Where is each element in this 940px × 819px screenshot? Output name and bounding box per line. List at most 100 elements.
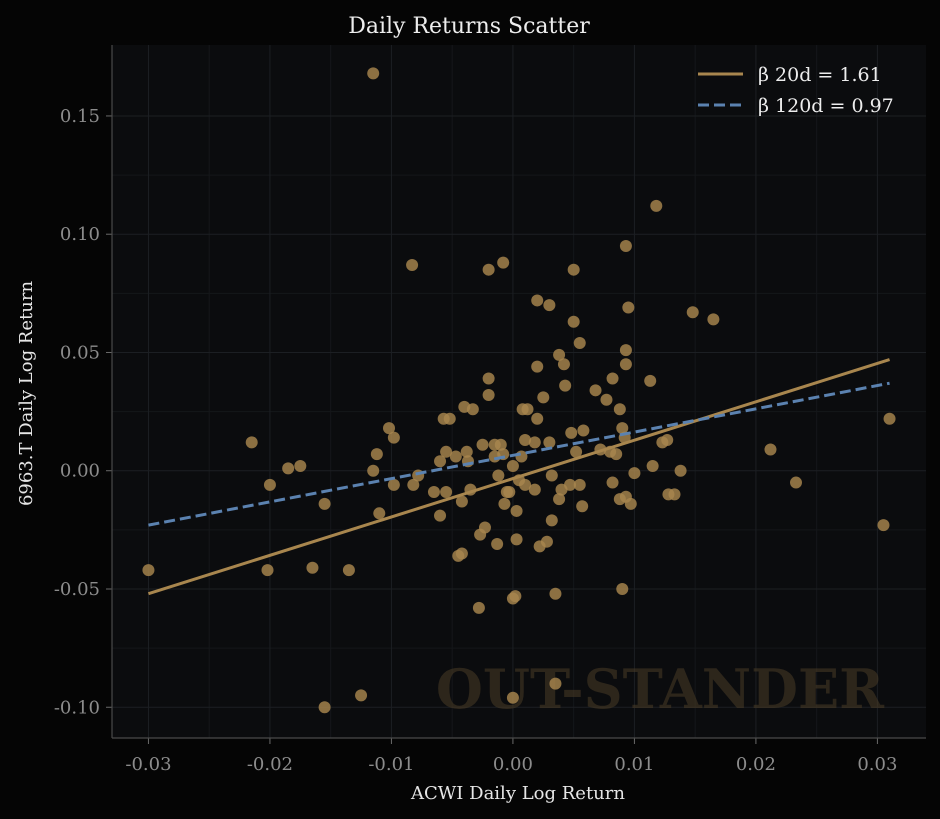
data-point <box>355 689 368 702</box>
data-point <box>576 500 589 513</box>
data-point <box>764 443 777 456</box>
data-point <box>282 462 295 475</box>
data-point <box>294 460 307 473</box>
y-tick-label: -0.05 <box>54 579 100 600</box>
data-point <box>883 412 896 425</box>
data-point <box>263 478 276 491</box>
data-point <box>668 488 681 501</box>
chart-title: Daily Returns Scatter <box>348 14 590 39</box>
data-point <box>427 486 440 499</box>
data-point <box>472 601 485 614</box>
data-point <box>557 358 570 371</box>
data-point <box>497 256 510 269</box>
data-point <box>440 445 453 458</box>
data-point <box>619 344 632 357</box>
regression-lines <box>147 358 891 596</box>
data-point <box>661 433 674 446</box>
beta-120d-line <box>148 381 890 527</box>
data-point <box>482 263 495 276</box>
data-point <box>373 507 386 520</box>
data-point <box>449 450 462 463</box>
data-point <box>476 438 489 451</box>
data-point <box>674 464 687 477</box>
data-point <box>567 263 580 276</box>
data-point <box>142 564 155 577</box>
x-tick-label: 0.00 <box>493 754 533 775</box>
data-point <box>370 448 383 461</box>
data-point <box>440 486 453 499</box>
data-point <box>619 358 632 371</box>
data-point <box>528 436 541 449</box>
data-point <box>573 337 586 350</box>
data-point <box>589 384 602 397</box>
data-point <box>650 199 663 212</box>
x-tick-label: -0.01 <box>368 754 414 775</box>
data-point <box>492 469 505 482</box>
data-point <box>790 476 803 489</box>
data-point <box>245 436 258 449</box>
data-point <box>498 497 511 510</box>
y-tick-label: -0.10 <box>54 697 100 718</box>
data-point <box>443 412 456 425</box>
data-point <box>387 478 400 491</box>
data-point <box>549 587 562 600</box>
data-point <box>528 483 541 496</box>
data-point <box>367 67 380 80</box>
data-point <box>510 533 523 546</box>
data-point <box>482 389 495 402</box>
x-tick-label: 0.03 <box>857 754 897 775</box>
data-point <box>613 403 626 416</box>
data-point <box>707 313 720 326</box>
data-point <box>545 469 558 482</box>
data-point <box>531 294 544 307</box>
beta-20d-line <box>147 358 891 596</box>
data-point <box>577 424 590 437</box>
data-point <box>519 433 532 446</box>
data-point <box>622 301 635 314</box>
data-point <box>553 493 566 506</box>
data-point <box>261 564 274 577</box>
data-point <box>318 701 331 714</box>
data-point <box>478 521 491 534</box>
data-point <box>342 564 355 577</box>
plot-area <box>112 45 926 738</box>
x-tick-label: -0.02 <box>247 754 293 775</box>
y-tick-label: 0.15 <box>60 106 100 127</box>
data-point <box>482 372 495 385</box>
data-point <box>567 315 580 328</box>
data-point <box>506 691 519 704</box>
data-point <box>434 509 447 522</box>
data-point <box>543 299 556 312</box>
x-tick-label: 0.01 <box>614 754 654 775</box>
data-point <box>543 436 556 449</box>
tick-labels: -0.03 -0.02 -0.01 0.00 0.01 0.02 0.03 -0.10 -0.0… <box>54 106 898 775</box>
data-point <box>646 460 659 473</box>
data-point <box>644 374 657 387</box>
data-point <box>521 403 534 416</box>
data-point <box>553 348 566 361</box>
data-point <box>506 460 519 473</box>
data-point <box>616 582 629 595</box>
data-point <box>531 412 544 425</box>
data-point <box>549 677 562 690</box>
data-point <box>367 464 380 477</box>
y-axis-title: 6963.T Daily Log Return <box>16 281 37 506</box>
data-point <box>537 391 550 404</box>
legend: β 20d = 1.61 β 120d = 0.97 <box>698 64 894 117</box>
data-point <box>545 514 558 527</box>
data-point <box>565 426 578 439</box>
data-point <box>383 422 396 435</box>
data-point <box>455 547 468 560</box>
data-point <box>503 486 516 499</box>
data-point <box>877 519 890 532</box>
data-point <box>624 497 637 510</box>
data-point <box>570 445 583 458</box>
data-point <box>600 393 613 406</box>
data-point <box>606 476 619 489</box>
data-point <box>531 360 544 373</box>
y-tick-label: 0.05 <box>60 342 100 363</box>
data-point <box>494 438 507 451</box>
data-point <box>540 535 553 548</box>
y-tick-label: 0.10 <box>60 224 100 245</box>
